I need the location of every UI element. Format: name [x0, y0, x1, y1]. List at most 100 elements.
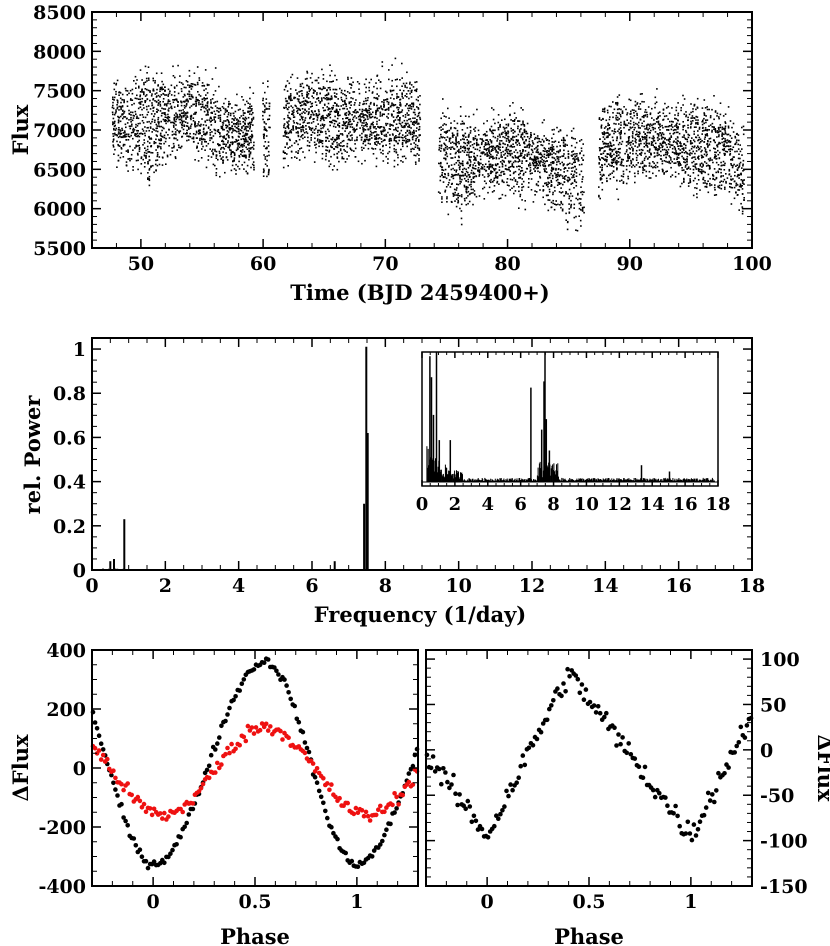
- flux-point: [146, 80, 148, 82]
- flux-point: [729, 145, 732, 147]
- flux-point: [249, 152, 252, 155]
- flux-point: [635, 149, 638, 152]
- flux-point: [231, 143, 234, 146]
- flux-point: [515, 156, 517, 159]
- flux-point: [243, 161, 246, 164]
- flux-point: [136, 94, 138, 97]
- flux-point: [488, 186, 491, 189]
- flux-point: [660, 133, 663, 136]
- flux-point: [502, 126, 505, 129]
- flux-point: [204, 140, 206, 143]
- flux-point: [399, 118, 401, 121]
- flux-point: [155, 72, 158, 75]
- flux-point: [508, 139, 510, 141]
- flux-point: [120, 152, 123, 154]
- flux-point: [414, 161, 417, 163]
- flux-point: [248, 138, 251, 141]
- flux-point: [190, 95, 193, 98]
- flux-point: [190, 123, 193, 126]
- flux-point: [498, 197, 500, 200]
- flux-point: [472, 164, 474, 166]
- flux-point: [613, 148, 615, 151]
- flux-point: [346, 136, 349, 138]
- flux-point: [400, 129, 403, 132]
- flux-point: [474, 157, 477, 159]
- flux-point: [133, 129, 136, 131]
- flux-point: [451, 173, 453, 176]
- flux-point: [489, 146, 491, 148]
- flux-point: [383, 101, 385, 104]
- flux-point: [459, 106, 462, 108]
- flux-point: [680, 142, 682, 145]
- flux-point: [128, 119, 130, 121]
- flux-point: [490, 141, 493, 144]
- flux-point: [495, 171, 498, 174]
- flux-point: [219, 120, 222, 122]
- flux-point: [536, 157, 539, 159]
- flux-point: [185, 117, 187, 119]
- flux-point: [582, 143, 584, 145]
- flux-point: [353, 111, 355, 114]
- flux-point: [328, 114, 330, 117]
- flux-point: [547, 165, 550, 167]
- flux-point: [360, 113, 362, 115]
- flux-point: [615, 118, 618, 121]
- flux-point: [302, 97, 305, 99]
- flux-point: [464, 174, 466, 177]
- flux-point: [483, 122, 485, 125]
- flux-point: [734, 171, 736, 173]
- flux-point: [636, 114, 638, 117]
- flux-point: [556, 175, 559, 178]
- flux-point: [140, 156, 143, 158]
- flux-point: [496, 145, 498, 148]
- flux-point: [370, 132, 373, 134]
- flux-point: [485, 143, 488, 146]
- flux-point: [334, 115, 336, 118]
- flux-point: [598, 163, 600, 165]
- flux-point: [192, 96, 194, 99]
- flux-point: [568, 176, 570, 179]
- flux-point: [399, 79, 401, 81]
- flux-point: [521, 183, 523, 185]
- flux-point: [173, 145, 175, 147]
- flux-point: [163, 112, 166, 114]
- flux-point: [438, 127, 441, 129]
- flux-point: [530, 189, 533, 191]
- flux-point: [710, 184, 713, 186]
- flux-point: [537, 180, 540, 183]
- flux-point: [131, 111, 134, 114]
- flux-point: [243, 142, 246, 145]
- flux-point: [570, 154, 573, 157]
- flux-point: [186, 122, 189, 124]
- flux-point: [352, 118, 354, 121]
- flux-point: [409, 92, 411, 95]
- flux-point: [143, 91, 145, 93]
- flux-point: [228, 127, 231, 129]
- flux-point: [530, 132, 532, 134]
- flux-point: [550, 185, 552, 187]
- flux-point: [697, 121, 699, 124]
- flux-point: [113, 82, 115, 85]
- flux-point: [313, 118, 315, 120]
- flux-point: [308, 145, 311, 147]
- flux-point: [500, 132, 503, 135]
- flux-point: [473, 128, 475, 131]
- flux-point: [396, 112, 399, 114]
- flux-point: [407, 122, 409, 125]
- flux-point: [551, 141, 554, 143]
- flux-point: [514, 190, 517, 192]
- flux-point: [583, 206, 585, 209]
- flux-point: [368, 89, 371, 92]
- flux-point: [175, 98, 177, 100]
- flux-point: [491, 171, 494, 173]
- flux-point: [460, 139, 462, 141]
- flux-point: [238, 154, 240, 157]
- flux-point: [695, 163, 698, 165]
- flux-point: [316, 98, 318, 100]
- flux-point: [723, 148, 726, 150]
- flux-point: [162, 88, 165, 90]
- flux-point: [514, 170, 517, 173]
- flux-point: [443, 123, 446, 125]
- flux-point: [460, 123, 462, 125]
- flux-point: [311, 111, 314, 114]
